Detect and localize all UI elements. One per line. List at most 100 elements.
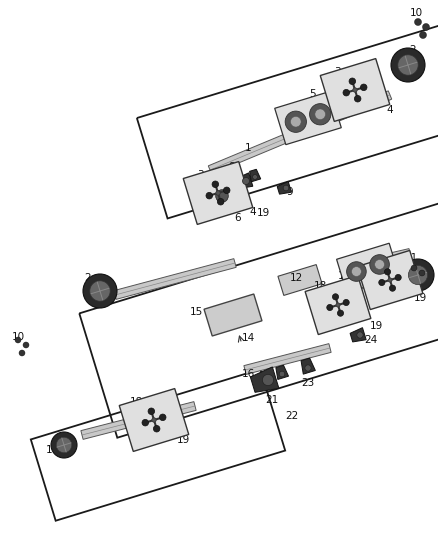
Circle shape (23, 342, 29, 348)
Polygon shape (204, 294, 262, 336)
Circle shape (212, 181, 219, 188)
Text: 23: 23 (301, 378, 314, 388)
Polygon shape (357, 251, 423, 310)
Circle shape (15, 337, 21, 343)
Circle shape (283, 185, 289, 191)
Polygon shape (275, 91, 341, 144)
Circle shape (346, 262, 366, 281)
Polygon shape (114, 259, 236, 300)
Circle shape (374, 260, 385, 269)
Circle shape (343, 90, 350, 96)
Circle shape (349, 78, 356, 85)
Circle shape (357, 332, 363, 338)
Polygon shape (336, 243, 399, 293)
Text: 12: 12 (290, 273, 303, 283)
Circle shape (395, 274, 401, 280)
Polygon shape (208, 91, 392, 174)
Text: 4: 4 (387, 105, 393, 115)
Circle shape (419, 270, 425, 276)
Text: 10: 10 (410, 8, 423, 18)
Circle shape (253, 174, 258, 180)
Text: 18: 18 (129, 397, 143, 407)
Circle shape (420, 31, 427, 38)
Circle shape (19, 350, 25, 356)
Circle shape (159, 414, 166, 421)
Polygon shape (305, 276, 371, 335)
Circle shape (336, 303, 340, 307)
Polygon shape (251, 367, 279, 392)
Polygon shape (183, 161, 253, 224)
Polygon shape (119, 389, 189, 451)
Circle shape (385, 269, 391, 275)
Text: 20: 20 (367, 258, 381, 268)
Circle shape (388, 278, 392, 282)
Text: 19: 19 (413, 293, 427, 303)
Circle shape (216, 191, 220, 195)
Text: 3: 3 (197, 170, 203, 180)
Text: 7: 7 (207, 175, 213, 185)
Circle shape (217, 198, 224, 205)
Circle shape (310, 103, 331, 125)
Circle shape (408, 265, 427, 285)
Polygon shape (277, 181, 291, 194)
Circle shape (353, 88, 357, 92)
Circle shape (285, 111, 307, 132)
Circle shape (360, 84, 367, 91)
Text: 22: 22 (286, 411, 299, 421)
Text: 15: 15 (189, 307, 203, 317)
Polygon shape (301, 358, 315, 374)
Text: 21: 21 (265, 395, 279, 405)
Text: 18: 18 (366, 256, 380, 266)
Text: 9: 9 (287, 187, 293, 197)
Circle shape (223, 187, 230, 193)
Text: 8: 8 (229, 162, 235, 172)
Circle shape (51, 432, 77, 458)
Text: 10: 10 (11, 332, 25, 342)
Circle shape (305, 365, 311, 371)
Polygon shape (278, 264, 322, 295)
Polygon shape (81, 402, 196, 439)
Text: 6: 6 (235, 213, 241, 223)
Circle shape (90, 281, 110, 301)
Text: 2: 2 (85, 273, 91, 283)
Circle shape (215, 190, 228, 203)
Circle shape (343, 300, 349, 305)
Circle shape (327, 304, 333, 311)
Circle shape (56, 437, 72, 453)
Circle shape (142, 419, 148, 426)
Circle shape (402, 259, 434, 291)
Circle shape (262, 374, 274, 385)
Text: 18: 18 (313, 281, 327, 291)
Text: 5: 5 (310, 89, 316, 99)
Polygon shape (244, 344, 331, 374)
Text: 16: 16 (241, 369, 254, 379)
Circle shape (337, 310, 343, 316)
Circle shape (290, 116, 301, 127)
Circle shape (152, 418, 156, 422)
Text: 13: 13 (337, 271, 351, 281)
Text: 19: 19 (369, 321, 383, 331)
Circle shape (315, 109, 325, 119)
Circle shape (423, 23, 430, 30)
Circle shape (243, 177, 250, 184)
Text: 11: 11 (404, 253, 417, 263)
Circle shape (206, 192, 212, 199)
Text: 25: 25 (390, 260, 404, 270)
Polygon shape (250, 169, 261, 182)
Circle shape (332, 294, 339, 300)
Text: 3: 3 (334, 67, 340, 77)
Polygon shape (344, 248, 411, 272)
Circle shape (414, 19, 421, 26)
Polygon shape (235, 173, 253, 189)
Polygon shape (276, 365, 289, 379)
Circle shape (354, 95, 361, 102)
Circle shape (352, 266, 361, 277)
Circle shape (370, 255, 389, 274)
Polygon shape (350, 328, 366, 342)
Text: 24: 24 (364, 335, 378, 345)
Text: 4: 4 (250, 207, 256, 217)
Polygon shape (320, 59, 390, 122)
Polygon shape (202, 181, 234, 210)
Text: 2: 2 (410, 45, 416, 55)
Text: 1: 1 (245, 143, 251, 153)
